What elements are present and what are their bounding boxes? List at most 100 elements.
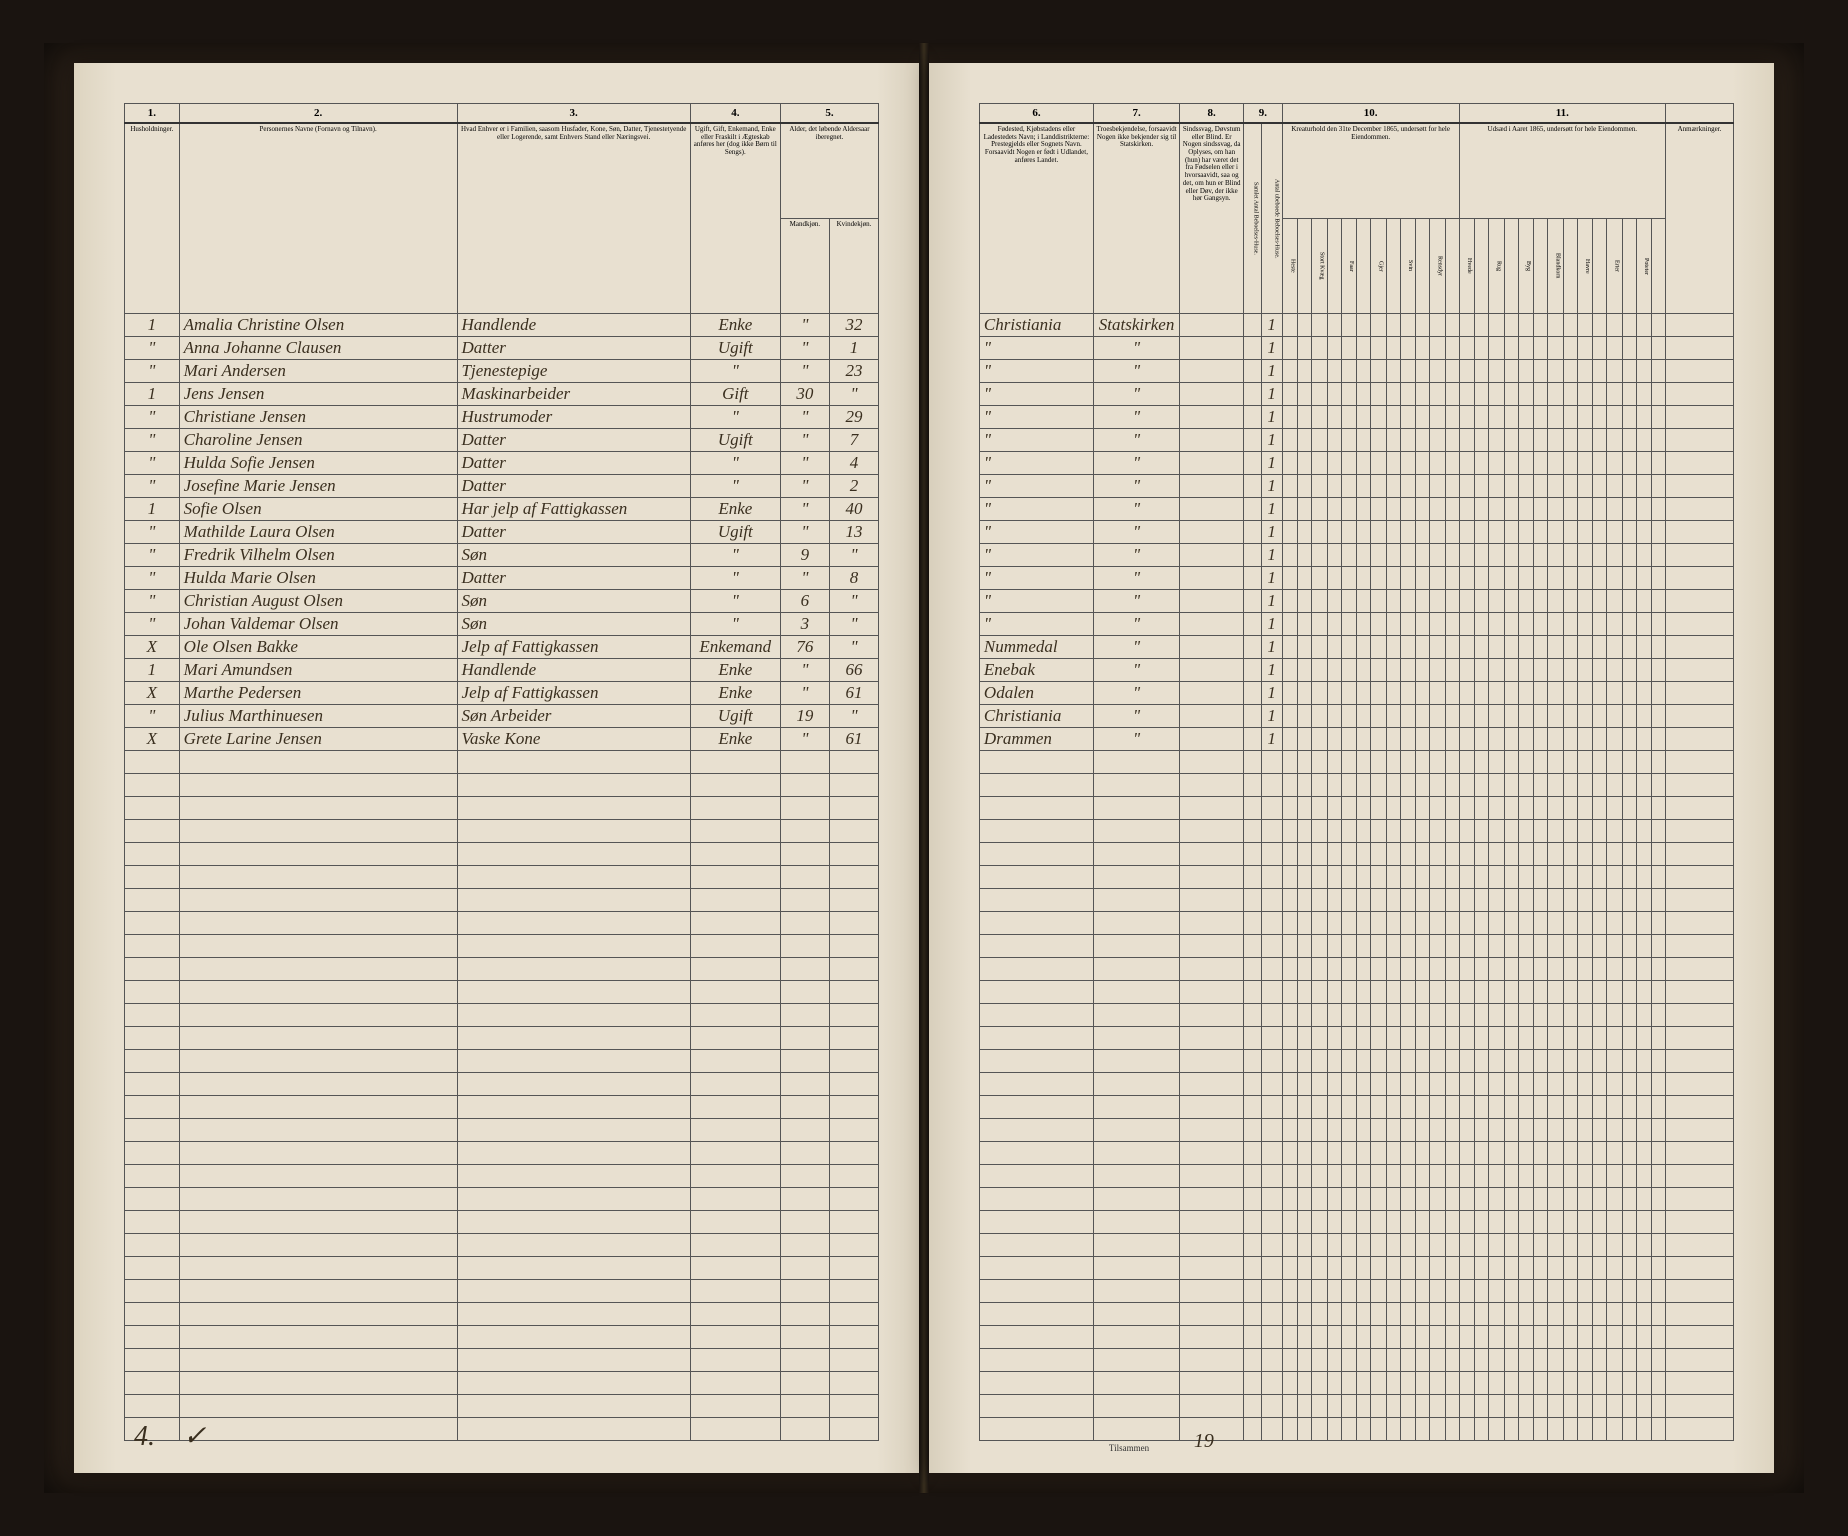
- cell-c5a: 3: [780, 613, 829, 636]
- cell-houses: [1244, 728, 1261, 751]
- cell-c3: Tjenestepige: [457, 360, 690, 383]
- blank-row: [979, 912, 1733, 935]
- blank-row: [979, 1027, 1733, 1050]
- blank-row: [125, 1119, 879, 1142]
- cell-houses: [1244, 383, 1261, 406]
- cell-c1: ": [125, 360, 180, 383]
- table-row: Nummedal"1: [979, 636, 1733, 659]
- cell-c5a: ": [780, 452, 829, 475]
- table-row: ""1: [979, 613, 1733, 636]
- cell-tally: 1: [1261, 590, 1282, 613]
- cell-disability: [1180, 383, 1244, 406]
- cell-c1: ": [125, 337, 180, 360]
- cell-c1: ": [125, 429, 180, 452]
- table-row: "Christiane JensenHustrumoder""29: [125, 406, 879, 429]
- cell-c5a: ": [780, 360, 829, 383]
- cell-houses: [1244, 452, 1261, 475]
- cell-tally: 1: [1261, 682, 1282, 705]
- cell-c5b: 40: [829, 498, 878, 521]
- cell-tally: 1: [1261, 498, 1282, 521]
- cell-birthplace: Drammen: [979, 728, 1093, 751]
- cell-c2: Hulda Sofie Jensen: [179, 452, 457, 475]
- cell-c5b: 8: [829, 567, 878, 590]
- blank-row: [125, 1303, 879, 1326]
- cell-faith: ": [1093, 544, 1179, 567]
- subheader-livestock: Rensdyr: [1430, 219, 1446, 314]
- subheader-sowing: [1504, 219, 1518, 314]
- cell-c2: Fredrik Vilhelm Olsen: [179, 544, 457, 567]
- cell-tally: 1: [1261, 636, 1282, 659]
- cell-c3: Datter: [457, 475, 690, 498]
- blank-row: [979, 1234, 1733, 1257]
- subheader-livestock: [1357, 219, 1371, 314]
- cell-remarks: [1666, 544, 1734, 567]
- table-row: Christiania"1: [979, 705, 1733, 728]
- cell-remarks: [1666, 475, 1734, 498]
- cell-houses: [1244, 521, 1261, 544]
- cell-disability: [1180, 337, 1244, 360]
- cell-c3: Handlende: [457, 314, 690, 337]
- cell-c2: Mari Amundsen: [179, 659, 457, 682]
- cell-faith: ": [1093, 429, 1179, 452]
- table-row: "Josefine Marie JensenDatter""2: [125, 475, 879, 498]
- cell-c3: Hustrumoder: [457, 406, 690, 429]
- cell-c5b: ": [829, 544, 878, 567]
- blank-row: [979, 751, 1733, 774]
- cell-birthplace: ": [979, 337, 1093, 360]
- cell-houses: [1244, 613, 1261, 636]
- blank-row: [979, 1211, 1733, 1234]
- cell-c2: Mathilde Laura Olsen: [179, 521, 457, 544]
- cell-c4: ": [690, 452, 780, 475]
- cell-c5a: 76: [780, 636, 829, 659]
- blank-row: [979, 1165, 1733, 1188]
- table-row: "Johan Valdemar OlsenSøn"3": [125, 613, 879, 636]
- subheader-livestock: [1298, 219, 1312, 314]
- cell-c5a: 30: [780, 383, 829, 406]
- subheader-livestock: Faar: [1341, 219, 1357, 314]
- colnum-7: 7.: [1093, 104, 1179, 124]
- cell-tally: 1: [1261, 406, 1282, 429]
- cell-c5a: ": [780, 682, 829, 705]
- cell-c4: Ugift: [690, 429, 780, 452]
- blank-row: [979, 797, 1733, 820]
- cell-c2: Sofie Olsen: [179, 498, 457, 521]
- table-row: "Charoline JensenDatterUgift"7: [125, 429, 879, 452]
- blank-row: [125, 1418, 879, 1441]
- cell-c4: Enkemand: [690, 636, 780, 659]
- cell-disability: [1180, 406, 1244, 429]
- cell-remarks: [1666, 452, 1734, 475]
- cell-c4: ": [690, 544, 780, 567]
- colnum-2: 2.: [179, 104, 457, 124]
- cell-c4: Ugift: [690, 521, 780, 544]
- blank-row: [979, 1142, 1733, 1165]
- subheader-sowing: Poteter: [1636, 219, 1652, 314]
- blank-row: [979, 843, 1733, 866]
- cell-tally: 1: [1261, 360, 1282, 383]
- cell-faith: ": [1093, 360, 1179, 383]
- cell-disability: [1180, 613, 1244, 636]
- colnum-3: 3.: [457, 104, 690, 124]
- blank-row: [125, 1257, 879, 1280]
- blank-row: [979, 1280, 1733, 1303]
- cell-c1: ": [125, 567, 180, 590]
- cell-c2: Mari Andersen: [179, 360, 457, 383]
- cell-c2: Grete Larine Jensen: [179, 728, 457, 751]
- table-row: Odalen"1: [979, 682, 1733, 705]
- left-page: 1. 2. 3. 4. 5. Husholdninger. Personerne…: [74, 63, 919, 1473]
- header-remarks: Anmærkninger.: [1666, 123, 1734, 314]
- cell-birthplace: ": [979, 521, 1093, 544]
- blank-row: [125, 958, 879, 981]
- cell-c2: Josefine Marie Jensen: [179, 475, 457, 498]
- cell-c5b: 2: [829, 475, 878, 498]
- cell-disability: [1180, 659, 1244, 682]
- header-disability: Sindssvag, Døvstum eller Blind. Er Nogen…: [1180, 123, 1244, 314]
- cell-birthplace: ": [979, 406, 1093, 429]
- blank-row: [979, 866, 1733, 889]
- header-male: Mandkjøn.: [780, 219, 829, 314]
- blank-row: [125, 1188, 879, 1211]
- cell-c1: ": [125, 613, 180, 636]
- header-names: Personernes Navne (Fornavn og Tilnavn).: [179, 123, 457, 314]
- blank-row: [979, 935, 1733, 958]
- cell-c5a: ": [780, 728, 829, 751]
- header-row: Husholdninger. Personernes Navne (Fornav…: [125, 123, 879, 219]
